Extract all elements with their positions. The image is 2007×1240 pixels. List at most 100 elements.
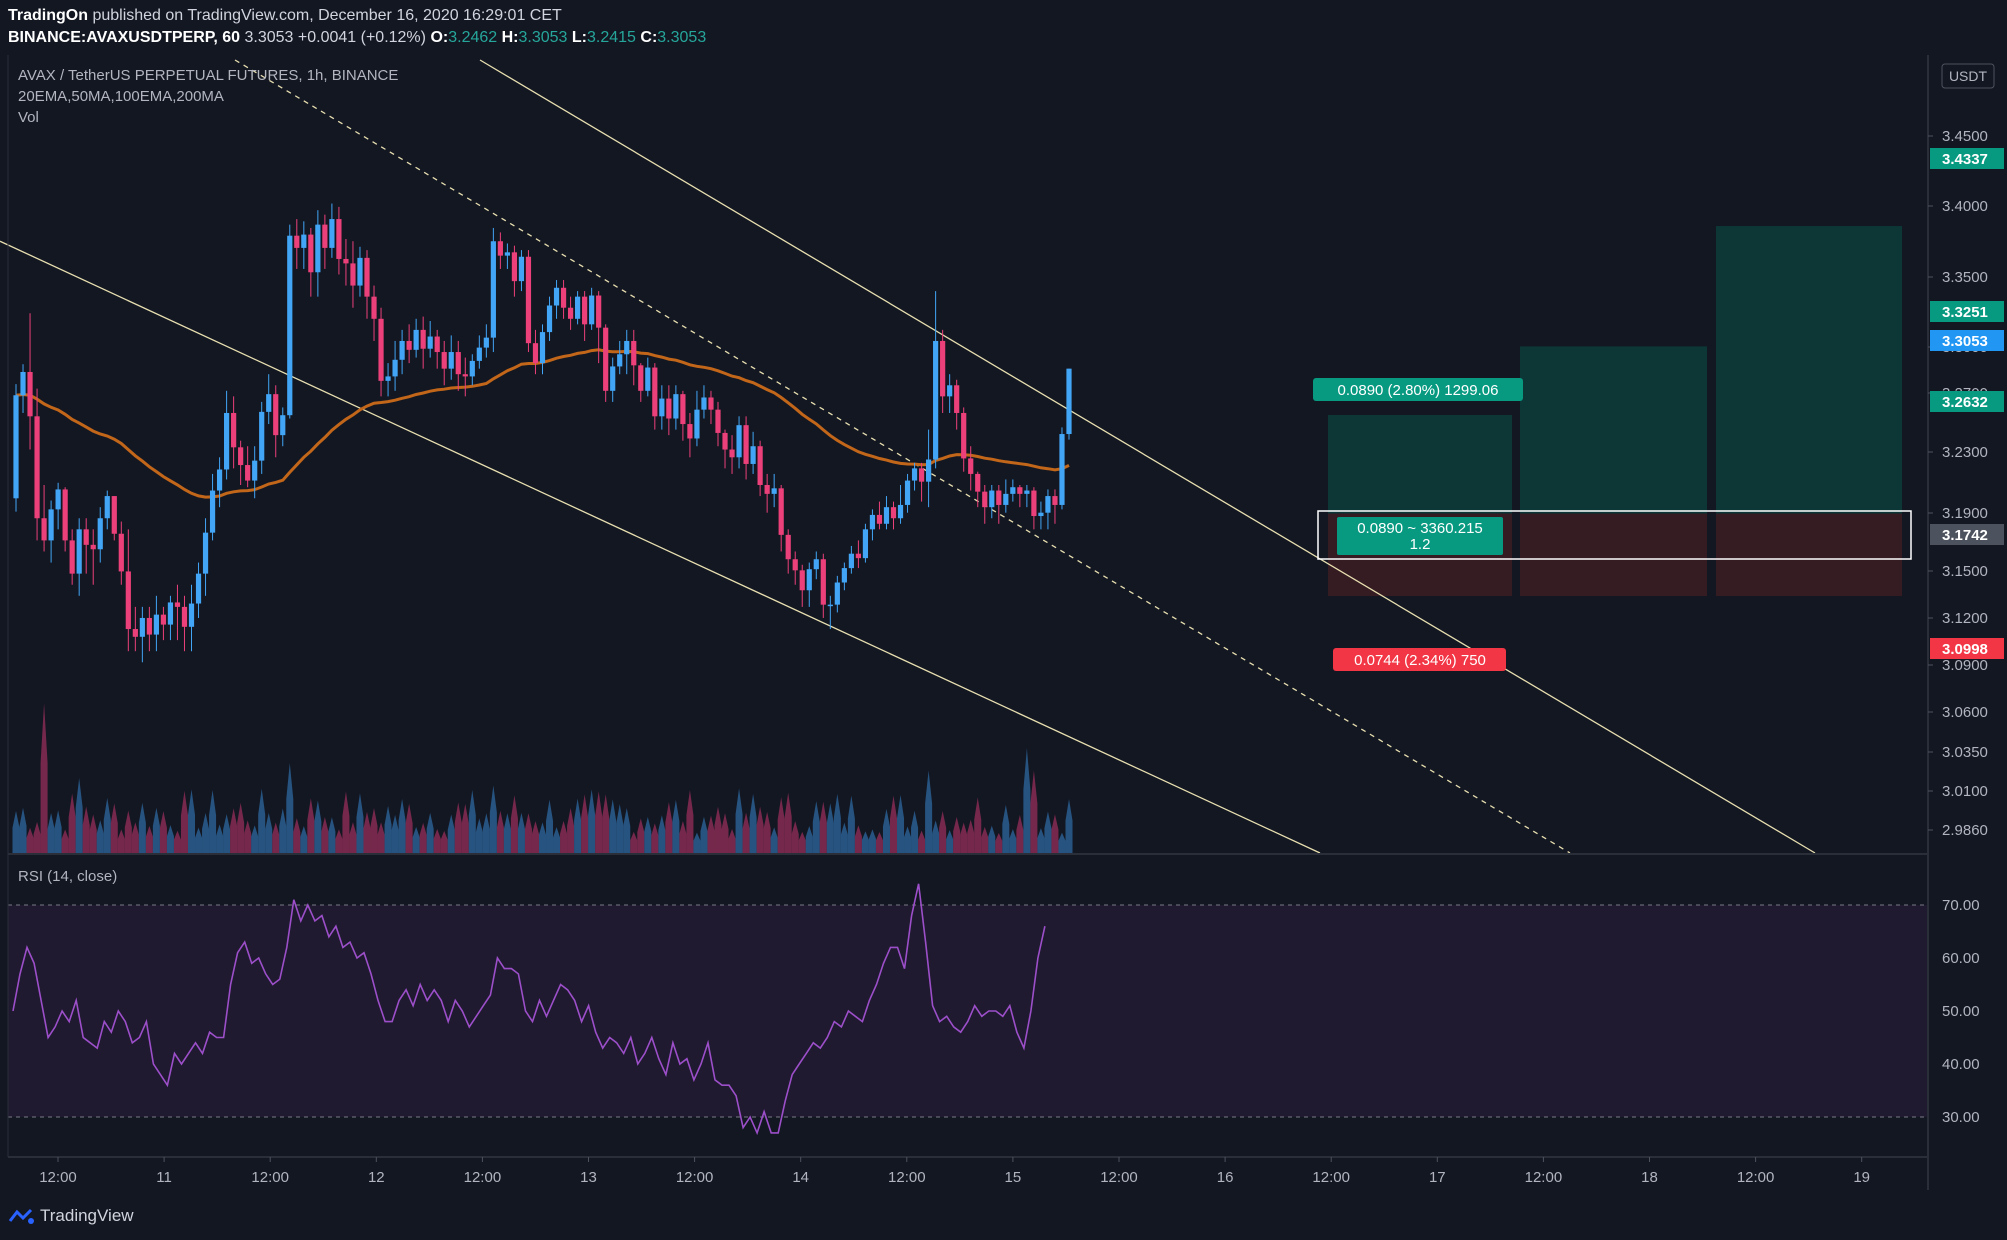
candle-body[interactable] <box>624 340 630 355</box>
candle-body[interactable] <box>771 488 777 494</box>
candle-body[interactable] <box>876 514 883 524</box>
candle-body[interactable] <box>76 529 82 574</box>
candle-body[interactable] <box>841 568 847 583</box>
candle-body[interactable] <box>34 416 40 519</box>
candle-body[interactable] <box>933 340 939 460</box>
candle-body[interactable] <box>617 354 623 367</box>
candle-body[interactable] <box>673 394 679 419</box>
candle-body[interactable] <box>378 318 384 381</box>
candle-body[interactable] <box>799 570 805 591</box>
candle-body[interactable] <box>504 252 510 256</box>
candle-body[interactable] <box>820 559 826 605</box>
candle-body[interactable] <box>940 340 946 397</box>
candle-body[interactable] <box>1045 496 1051 513</box>
candle-body[interactable] <box>680 394 686 425</box>
candle-body[interactable] <box>364 257 370 297</box>
candle-body[interactable] <box>343 258 349 264</box>
candle-body[interactable] <box>897 504 904 519</box>
candle-body[interactable] <box>322 224 328 248</box>
candle-body[interactable] <box>722 432 728 450</box>
candle-body[interactable] <box>813 559 819 570</box>
candle-body[interactable] <box>104 496 110 519</box>
candle-body[interactable] <box>329 219 335 248</box>
candle-body[interactable] <box>1066 368 1072 435</box>
candle-body[interactable] <box>511 252 518 282</box>
candle-body[interactable] <box>567 307 574 319</box>
candle-body[interactable] <box>575 296 581 319</box>
candle-body[interactable] <box>392 359 398 377</box>
candle-body[interactable] <box>97 518 103 550</box>
candle-body[interactable] <box>869 514 876 530</box>
candle-body[interactable] <box>224 412 230 470</box>
candle-body[interactable] <box>455 352 461 375</box>
candle-body[interactable] <box>111 496 117 534</box>
candle-body[interactable] <box>280 415 286 436</box>
candle-body[interactable] <box>174 602 181 607</box>
candle-body[interactable] <box>118 533 124 572</box>
candle-body[interactable] <box>757 446 763 485</box>
footer-brand[interactable]: TradingView <box>8 1206 134 1226</box>
candle-body[interactable] <box>532 343 539 364</box>
candle-body[interactable] <box>427 336 433 349</box>
candle-body[interactable] <box>848 553 854 569</box>
candle-body[interactable] <box>890 507 897 519</box>
candle-body[interactable] <box>666 398 672 419</box>
candle-body[interactable] <box>911 468 918 481</box>
candle-body[interactable] <box>1052 496 1058 505</box>
candle-body[interactable] <box>596 295 602 328</box>
candle-body[interactable] <box>701 397 707 410</box>
channel-lower-line[interactable] <box>0 240 1321 854</box>
candle-body[interactable] <box>195 573 202 604</box>
candle-body[interactable] <box>83 529 89 545</box>
candle-body[interactable] <box>266 394 272 412</box>
candle-body[interactable] <box>764 485 770 494</box>
candle-body[interactable] <box>245 465 251 481</box>
candle-body[interactable] <box>139 617 145 637</box>
candle-body[interactable] <box>1003 493 1009 505</box>
candle-body[interactable] <box>862 529 869 559</box>
candle-body[interactable] <box>90 544 96 550</box>
candle-body[interactable] <box>399 340 405 360</box>
candles[interactable] <box>13 203 1072 663</box>
candle-body[interactable] <box>181 606 188 627</box>
candle-body[interactable] <box>785 534 791 560</box>
candle-body[interactable] <box>560 287 567 308</box>
candle-body[interactable] <box>238 447 244 466</box>
candle-body[interactable] <box>406 340 412 350</box>
candle-body[interactable] <box>497 241 503 256</box>
candle-body[interactable] <box>153 614 159 635</box>
candle-body[interactable] <box>996 490 1002 505</box>
candle-body[interactable] <box>413 329 419 350</box>
channel-mid-line[interactable] <box>234 59 1571 854</box>
candle-body[interactable] <box>631 340 637 366</box>
symbol-label[interactable]: BINANCE:AVAXUSDTPERP, 60 <box>8 29 241 46</box>
candle-body[interactable] <box>918 468 925 482</box>
candle-body[interactable] <box>287 235 293 416</box>
candle-body[interactable] <box>385 376 391 381</box>
candle-body[interactable] <box>708 397 714 410</box>
candle-body[interactable] <box>687 424 693 439</box>
candle-body[interactable] <box>315 224 321 273</box>
candle-body[interactable] <box>132 629 138 637</box>
position-entry-box[interactable] <box>1317 510 1912 560</box>
publisher-name[interactable]: TradingOn <box>8 7 88 24</box>
candle-body[interactable] <box>961 412 967 459</box>
candle-body[interactable] <box>518 256 525 282</box>
candle-body[interactable] <box>308 234 314 273</box>
candle-body[interactable] <box>750 446 756 464</box>
candle-body[interactable] <box>968 458 974 474</box>
candle-body[interactable] <box>582 296 588 325</box>
candle-body[interactable] <box>483 337 489 348</box>
candle-body[interactable] <box>167 602 174 625</box>
candle-body[interactable] <box>1017 487 1023 494</box>
candle-body[interactable] <box>188 603 195 627</box>
candle-body[interactable] <box>652 367 658 417</box>
candle-body[interactable] <box>41 518 47 541</box>
candle-body[interactable] <box>202 532 209 574</box>
candle-body[interactable] <box>638 365 644 391</box>
candle-body[interactable] <box>20 371 26 396</box>
candle-body[interactable] <box>982 491 988 508</box>
candle-body[interactable] <box>926 459 932 482</box>
